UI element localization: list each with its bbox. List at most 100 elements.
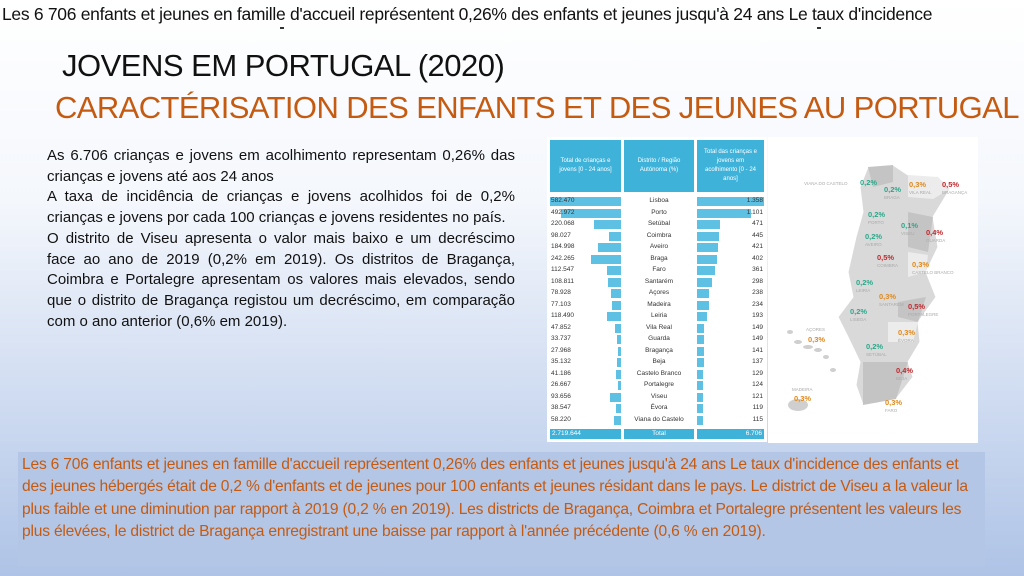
map-value-label: 0,3% <box>912 260 930 269</box>
map-district-name: COIMBRA <box>877 263 899 268</box>
table-row: 38.547 Évora 119 <box>547 403 767 414</box>
total-cell-total: 2.719.644 <box>550 429 621 439</box>
cell-district: Leiria <box>651 312 667 319</box>
header-total: Total de crianças e jovens [0 - 24 anos] <box>550 140 621 192</box>
care-bar <box>697 392 703 402</box>
table-row: 27.968 Bragança 141 <box>547 346 767 357</box>
cell-total: 38.547 <box>551 404 571 411</box>
map-value-label: 0,2% <box>884 185 902 194</box>
map-value-label: 0,3% <box>885 398 903 407</box>
table-row: 108.811 Santarém 298 <box>547 277 767 288</box>
cell-care: 238 <box>752 289 763 296</box>
cell-total: 118.490 <box>551 312 575 319</box>
care-bar <box>697 335 705 344</box>
cell-care: 129 <box>752 369 763 377</box>
cell-care: 149 <box>752 335 763 342</box>
cell-care: 445 <box>752 231 763 239</box>
map-value-label: 0,2% <box>860 178 878 187</box>
total-bar <box>607 266 621 275</box>
map-value-label: 0,3% <box>909 180 927 189</box>
cell-district: Évora <box>650 404 668 411</box>
total-bar <box>615 323 621 333</box>
map-value-label: 0,3% <box>808 335 826 344</box>
cell-district: Portalegre <box>644 381 674 388</box>
region-shading <box>863 165 933 405</box>
cell-district: Porto <box>651 208 667 216</box>
slide-subtitle: CARACTÉRISATION DES ENFANTS ET DES JEUNE… <box>55 90 1019 125</box>
cell-care: 137 <box>752 358 763 365</box>
care-bar <box>697 266 715 275</box>
map-district-name: PORTALEGRE <box>908 312 939 317</box>
total-bar <box>598 243 621 252</box>
cell-district: Viseu <box>650 392 668 400</box>
care-bar <box>697 197 764 206</box>
map-district-name: SETÚBAL <box>866 352 887 357</box>
map-value-label: 0,1% <box>901 221 919 230</box>
map-district-name: VISEU <box>901 231 915 236</box>
cell-care: 234 <box>752 300 763 308</box>
map-value-label: 0,3% <box>794 394 812 403</box>
cell-care: 421 <box>752 243 763 250</box>
portuguese-summary: As 6.706 crianças e jovens em acolhiment… <box>47 146 515 332</box>
table-row: 98.027 Coimbra 445 <box>547 231 767 242</box>
care-bar <box>697 358 704 367</box>
cell-care: 121 <box>752 392 763 400</box>
summary-paragraph: A taxa de incidência de crianças e joven… <box>47 188 515 227</box>
cell-total: 35.132 <box>551 358 571 365</box>
map-value-label: 0,4% <box>926 228 944 237</box>
care-bar <box>697 243 718 252</box>
cell-care: 193 <box>752 312 763 319</box>
cell-care: 124 <box>752 381 763 388</box>
cell-district: Madeira <box>647 300 671 308</box>
map-district-name: FARO <box>885 408 898 413</box>
table-row: 26.667 Portalegre 124 <box>547 380 767 391</box>
table-row: 118.490 Leiria 193 <box>547 311 767 322</box>
care-bar <box>697 220 721 229</box>
map-district-name: AÇORES <box>806 327 826 332</box>
table-row: 33.737 Guarda 149 <box>547 334 767 345</box>
total-bar <box>591 254 621 264</box>
cell-district: Coimbra <box>646 231 672 239</box>
table-row: 78.928 Açores 238 <box>547 288 767 299</box>
table-row: 93.656 Viseu 121 <box>547 392 767 403</box>
cell-care: 1.358 <box>746 197 763 204</box>
cell-district: Beja <box>652 358 666 365</box>
table-total-row: 2.719.644 Total 6.706 <box>547 429 767 440</box>
map-value-label: 0,5% <box>908 302 926 311</box>
cell-total: 41.186 <box>551 369 571 377</box>
map-district-name: VIANA DO CASTELO <box>804 181 848 186</box>
map-value-label: 0,5% <box>877 253 895 262</box>
dash-mark <box>280 27 284 29</box>
map-district-name: ÉVORA <box>898 338 914 343</box>
table-row: 184.998 Aveiro 421 <box>547 242 767 253</box>
map-district-name: PORTO <box>868 220 884 225</box>
summary-paragraph: As 6.706 crianças e jovens em acolhiment… <box>47 147 515 185</box>
cell-total: 242.265 <box>551 254 575 262</box>
table-row: 112.547 Faro 361 <box>547 265 767 276</box>
care-bar <box>697 300 709 310</box>
azores-islands <box>787 330 836 372</box>
cell-total: 98.027 <box>551 231 571 239</box>
total-bar <box>616 404 621 413</box>
cell-care: 1.101 <box>746 208 763 216</box>
cell-total: 220.068 <box>551 220 575 227</box>
cell-care: 149 <box>752 323 763 331</box>
table-row: 35.132 Beja 137 <box>547 357 767 368</box>
cell-care: 115 <box>752 415 763 423</box>
cell-district: Vila Real <box>646 323 672 331</box>
cell-total: 492.972 <box>551 208 575 216</box>
total-bar <box>607 277 621 287</box>
total-cell-care: 6.706 <box>697 429 764 439</box>
table-row: 77.103 Madeira 234 <box>547 300 767 311</box>
cell-care: 119 <box>752 404 763 411</box>
dash-mark <box>817 27 821 29</box>
total-bar <box>609 392 621 402</box>
total-bar <box>594 220 621 229</box>
cell-district: Setúbal <box>647 220 671 227</box>
slide-title: JOVENS EM PORTUGAL (2020) <box>62 48 505 83</box>
cell-district: Castelo Branco <box>636 369 682 377</box>
cell-district: Bragança <box>645 346 673 354</box>
french-translation-box: Les 6 706 enfants et jeunes en famille d… <box>18 452 985 566</box>
cell-total: 93.656 <box>551 392 571 400</box>
portugal-map: 0,2% VIANA DO CASTELO 0,2% BRAGA 0,3% VILA RE… <box>768 137 978 443</box>
